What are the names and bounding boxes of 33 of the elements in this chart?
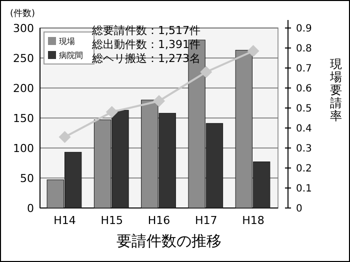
x-axis-title: 要請件数の推移 bbox=[116, 232, 222, 250]
x-tick-label: H14 bbox=[54, 214, 76, 227]
y-tick-label: 100 bbox=[13, 142, 34, 155]
y2-tick-label: 0.1 bbox=[296, 184, 312, 194]
y2-tick-label: 0.5 bbox=[296, 104, 312, 114]
x-tick-label: H16 bbox=[148, 214, 170, 227]
y2-tick-label: 0.9 bbox=[296, 24, 312, 34]
point bbox=[153, 95, 165, 107]
y2-tick-label: 0.4 bbox=[296, 124, 312, 134]
y2-tick-label: 0.6 bbox=[296, 84, 312, 94]
y-tick-label: 150 bbox=[13, 112, 34, 125]
y2-tick-label: 0.2 bbox=[296, 164, 312, 174]
y-tick-label: 50 bbox=[20, 172, 34, 185]
y2-tick-label: 0.7 bbox=[296, 64, 312, 74]
y-tick-label: 250 bbox=[13, 52, 34, 65]
y-axis-title: (件数) bbox=[10, 8, 36, 19]
point bbox=[106, 106, 118, 118]
point bbox=[200, 66, 212, 78]
y-tick-label: 0 bbox=[27, 202, 34, 215]
y-tick-label: 200 bbox=[13, 82, 34, 95]
x-tick-label: H17 bbox=[194, 214, 218, 227]
y2-tick-label: 0.3 bbox=[296, 144, 312, 154]
legend-label: 現場 bbox=[59, 36, 75, 46]
x-tick-label: H18 bbox=[242, 214, 264, 227]
y2-axis-title: 現場要請率 bbox=[329, 57, 342, 123]
x-tick-label: H15 bbox=[100, 214, 124, 227]
legend-label: 病院間 bbox=[59, 50, 83, 60]
point bbox=[247, 45, 260, 57]
annotation: 総要請件数：1,517件 bbox=[91, 24, 200, 37]
y2-tick-label: 0 bbox=[296, 204, 302, 214]
y-tick-label: 300 bbox=[13, 22, 34, 35]
point bbox=[58, 131, 71, 143]
y2-tick-label: 0.8 bbox=[296, 44, 312, 54]
